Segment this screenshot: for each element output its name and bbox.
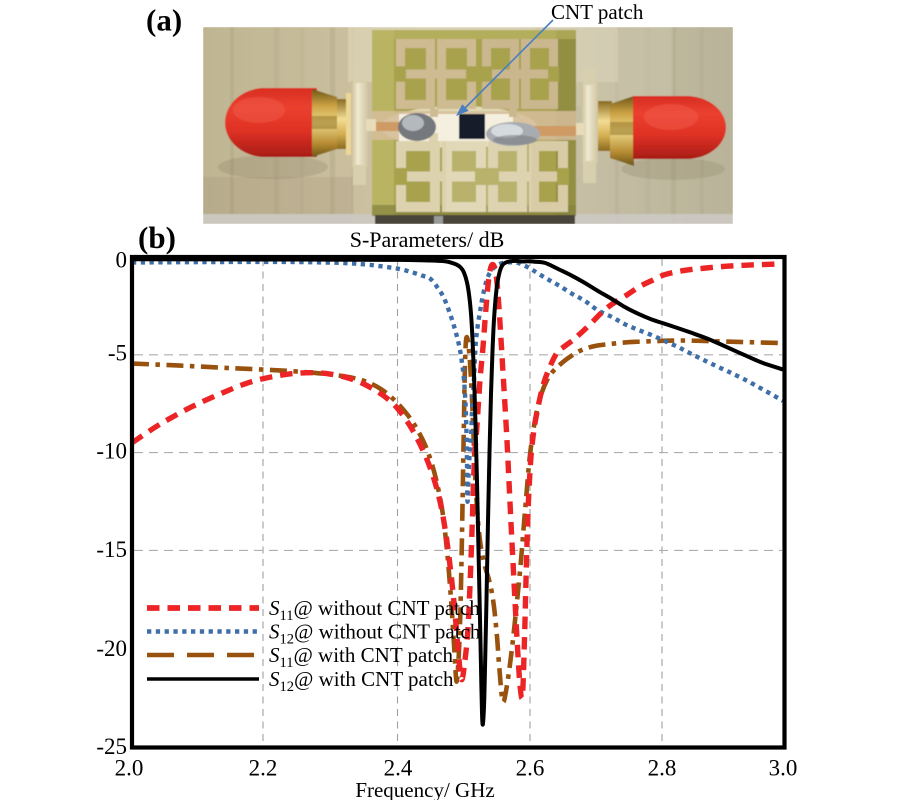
- svg-text:3.0: 3.0: [769, 756, 798, 781]
- svg-text:-15: -15: [96, 537, 127, 562]
- svg-text:S11@ without CNT patch: S11@ without CNT patch: [269, 596, 480, 624]
- svg-text:(a): (a): [146, 3, 182, 38]
- svg-text:2.6: 2.6: [516, 756, 545, 781]
- svg-text:-5: -5: [108, 341, 127, 366]
- svg-text:Frequency/ GHz: Frequency/ GHz: [355, 778, 494, 800]
- svg-text:2.2: 2.2: [249, 756, 278, 781]
- svg-text:-25: -25: [96, 734, 127, 759]
- svg-text:-10: -10: [96, 439, 127, 464]
- svg-text:-20: -20: [96, 636, 127, 661]
- svg-text:S11@ with CNT patch: S11@ with CNT patch: [269, 643, 453, 671]
- svg-text:2.8: 2.8: [648, 756, 677, 781]
- svg-text:2.0: 2.0: [115, 756, 144, 781]
- svg-text:S12@ without CNT patch: S12@ without CNT patch: [269, 620, 481, 648]
- svg-text:(b): (b): [138, 220, 176, 255]
- svg-text:2.4: 2.4: [384, 756, 413, 781]
- svg-text:0: 0: [116, 248, 128, 273]
- svg-text:CNT patch: CNT patch: [551, 0, 644, 24]
- svg-text:S12@ with CNT patch: S12@ with CNT patch: [269, 667, 454, 695]
- svg-text:S-Parameters/ dB: S-Parameters/ dB: [350, 227, 505, 252]
